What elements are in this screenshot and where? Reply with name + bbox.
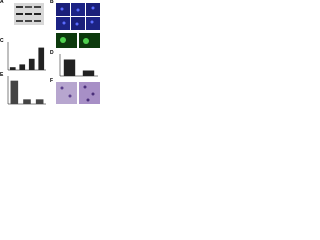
cell: [68, 94, 72, 98]
image-tile: [56, 33, 77, 48]
bar: [10, 80, 19, 104]
panel-label: A: [0, 0, 4, 5]
band: [34, 6, 41, 8]
panel-label: C: [0, 38, 4, 44]
cell: [60, 86, 64, 90]
cell: [83, 85, 87, 89]
cell: [60, 37, 66, 43]
band: [34, 20, 41, 22]
band: [34, 13, 41, 15]
image-tile: [86, 17, 100, 30]
panel-label: D: [50, 50, 54, 56]
nucleus: [60, 7, 64, 11]
cell: [86, 98, 90, 102]
bar: [9, 67, 16, 70]
bar: [63, 59, 76, 76]
nucleus: [76, 8, 80, 12]
panel-label: E: [0, 72, 4, 78]
cell: [91, 92, 95, 96]
panel-label: F: [50, 78, 53, 84]
bar: [82, 70, 95, 76]
bar: [38, 47, 45, 70]
panel-label: B: [50, 0, 54, 5]
image-tile: [79, 82, 100, 104]
bar: [23, 99, 31, 104]
cell: [83, 38, 89, 44]
bar: [35, 99, 44, 104]
nucleus: [91, 6, 95, 10]
nucleus: [75, 22, 79, 26]
band: [25, 13, 32, 15]
image-tile: [79, 33, 100, 48]
band: [16, 20, 23, 22]
bar: [19, 64, 26, 70]
nucleus: [62, 21, 66, 25]
figure: A B C D E F: [0, 0, 100, 105]
band: [16, 6, 23, 8]
microscopy: [56, 82, 100, 104]
band: [25, 20, 32, 22]
image-tile: [56, 82, 77, 104]
nucleus: [90, 20, 94, 24]
bar: [28, 58, 35, 70]
band: [25, 6, 32, 8]
band: [16, 13, 23, 15]
fluorescence-grid: [56, 3, 100, 48]
